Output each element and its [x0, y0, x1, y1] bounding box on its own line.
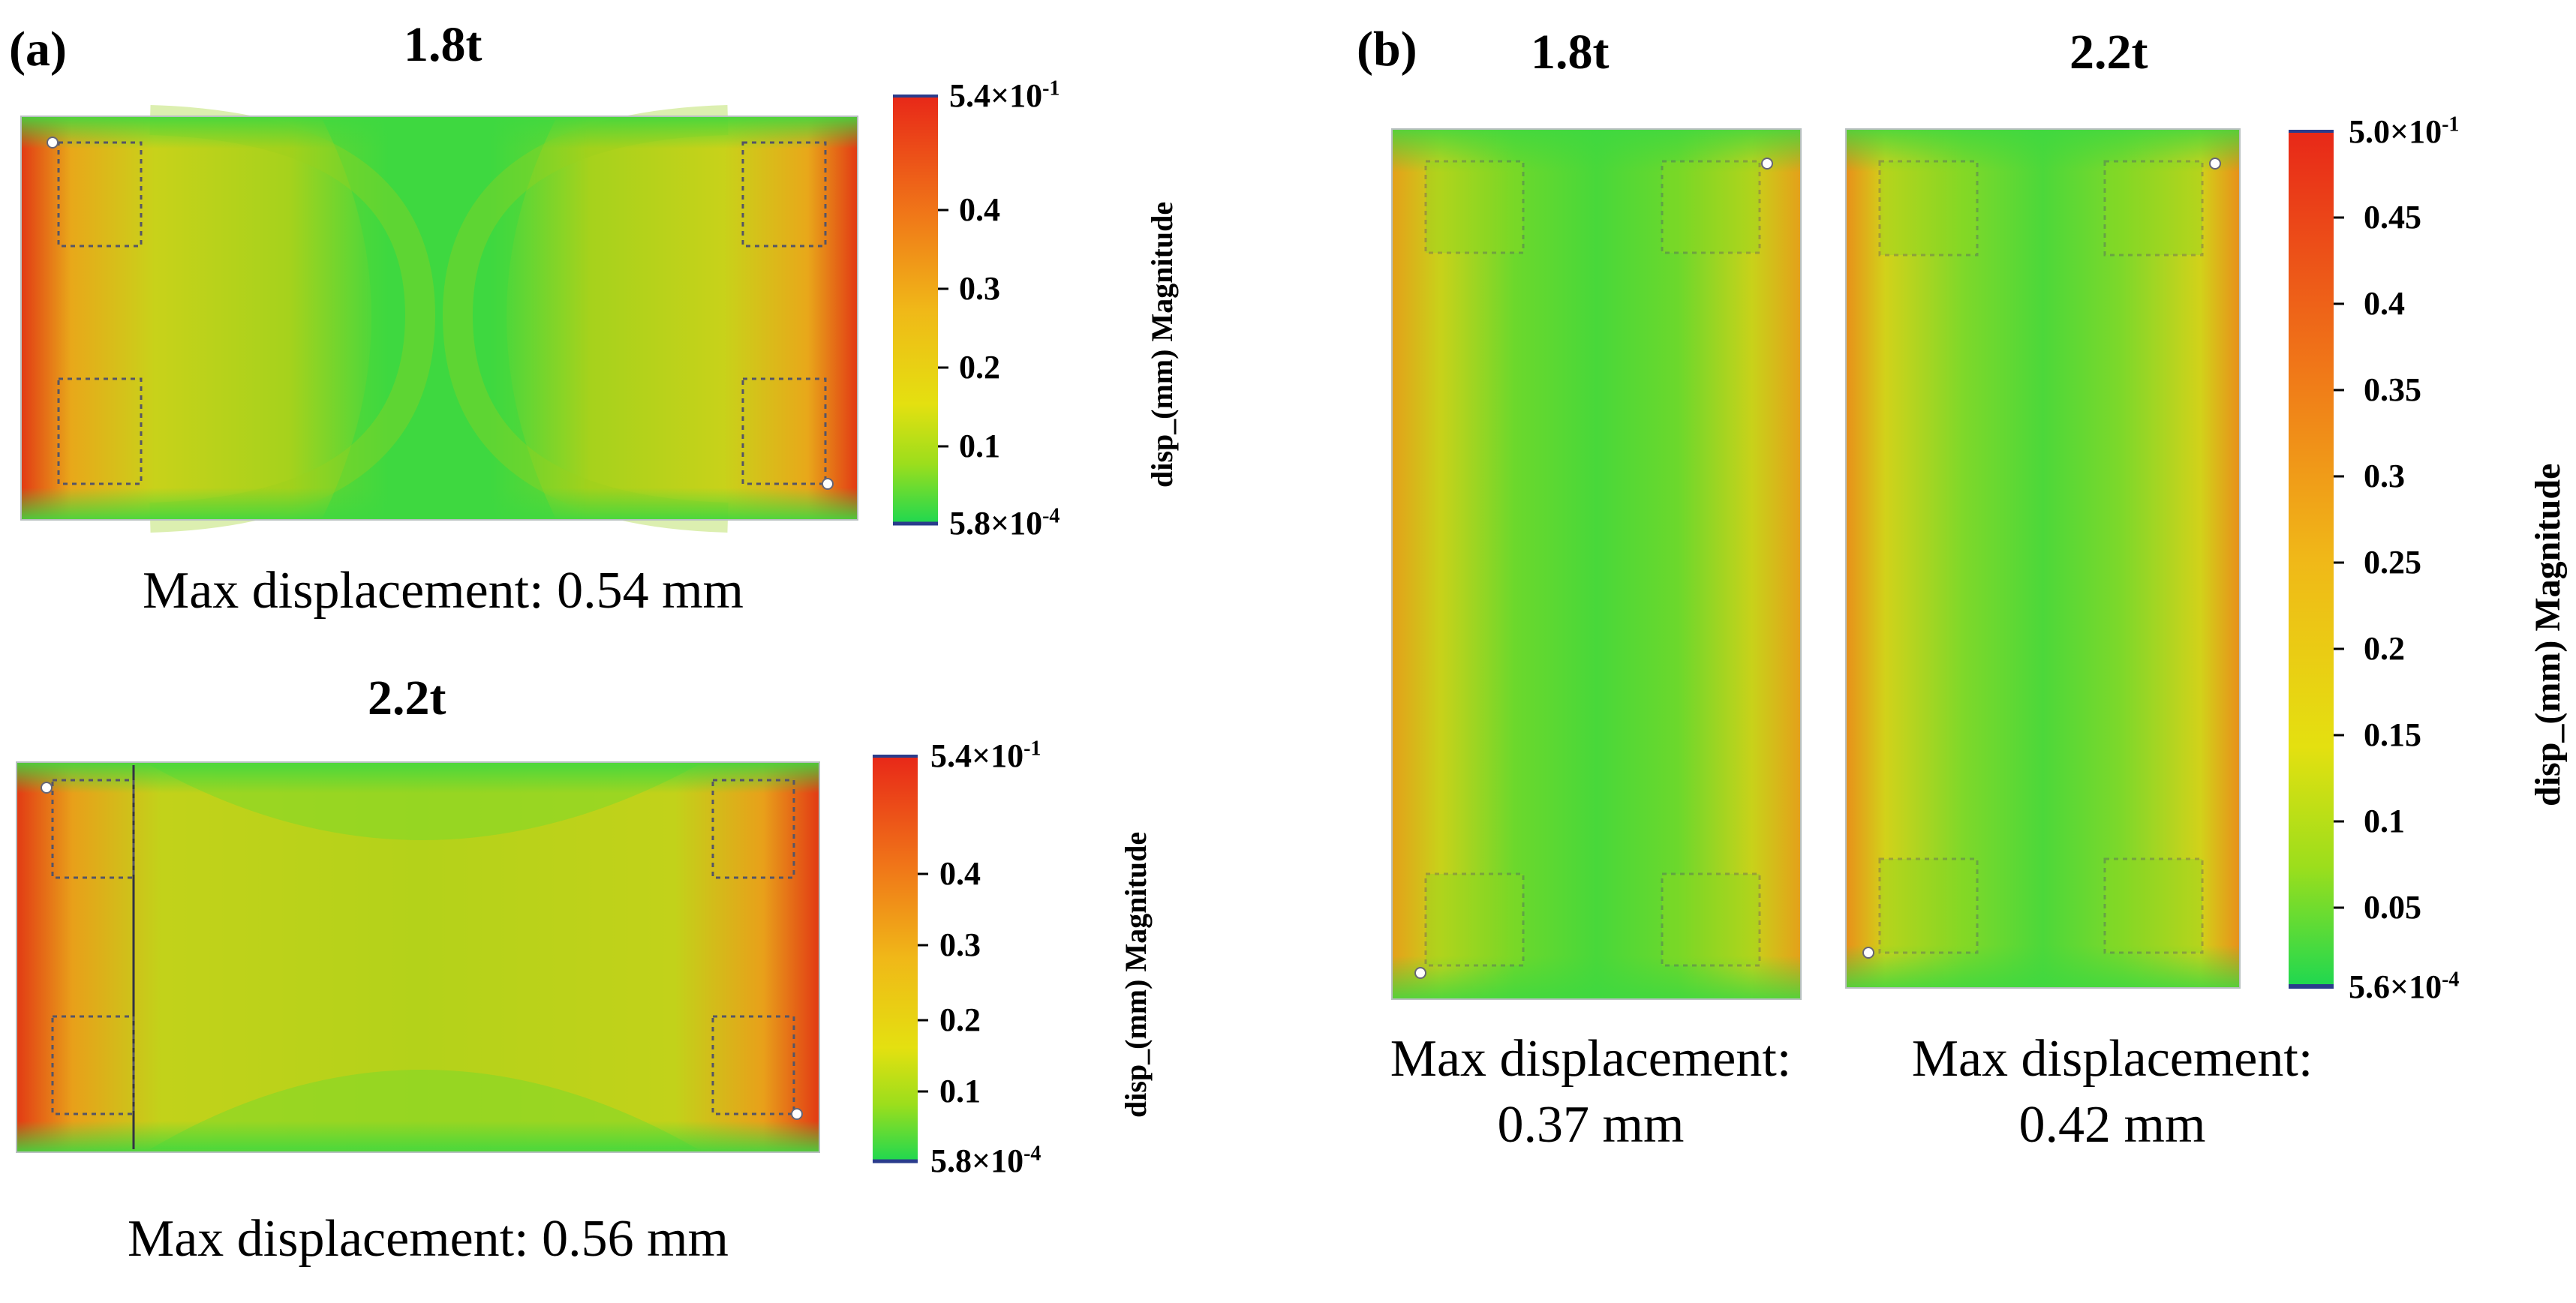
title-b-left: 1.8t — [1531, 25, 1610, 80]
colorbar-b-min: 5.6×10-4 — [2349, 968, 2460, 1005]
title-a-top: 1.8t — [404, 17, 482, 72]
colorbar-b-tick: 0.4 — [2364, 285, 2405, 322]
colorbar-a-top-min: 5.8×10-4 — [949, 504, 1060, 542]
colorbar-a-top-tick: 0.4 — [959, 191, 1000, 228]
title-b-right: 2.2t — [2070, 25, 2148, 80]
colorbar-b-axis-label: disp_(mm) Magnitude — [2528, 463, 2568, 806]
colorbar-a-bottom-min: 5.8×10-4 — [930, 1142, 1042, 1179]
caption-b-left-line1: Max displacement: — [1390, 1030, 1792, 1088]
colorbar-b-tick: 0.3 — [2364, 458, 2405, 494]
colorbar-a-bottom-max: 5.4×10-1 — [930, 737, 1042, 774]
colorbar-a-bottom-tick: 0.4 — [939, 855, 981, 892]
colorbar-a-bottom-bar — [873, 755, 928, 1163]
colorbar-a-top-max: 5.4×10-1 — [949, 77, 1060, 114]
caption-a-bottom: Max displacement: 0.56 mm — [128, 1210, 729, 1268]
colorbar-b-max: 5.0×10-1 — [2349, 113, 2460, 150]
caption-b-left-line2: 0.37 mm — [1497, 1096, 1685, 1154]
colorbar-b-tick: 0.1 — [2364, 803, 2405, 839]
caption-b-right-line1: Max displacement: — [1911, 1030, 2313, 1088]
colorbar-a-top-tick: 0.2 — [959, 349, 1000, 386]
colorbar-a-top-bar — [893, 95, 948, 526]
colorbar-a-top-tick: 0.1 — [959, 428, 1000, 464]
caption-b-right-line2: 0.42 mm — [2018, 1096, 2206, 1154]
colorbar-a-bottom-axis-label: disp_(mm) Magnitude — [1119, 831, 1153, 1118]
colorbar-a-top-tick: 0.3 — [959, 270, 1000, 307]
contour-b-2-2t — [1845, 128, 2241, 989]
colorbar-b-tick: 0.25 — [2364, 544, 2421, 581]
title-a-bottom: 2.2t — [368, 671, 446, 725]
contour-a-2-2t — [16, 761, 820, 1153]
panel-label-b: (b) — [1357, 22, 1417, 77]
colorbar-b-tick: 0.05 — [2364, 889, 2421, 926]
colorbar-a-bottom-tick: 0.1 — [939, 1073, 981, 1109]
colorbar-a-top-axis-label: disp_(mm) Magnitude — [1145, 201, 1179, 488]
colorbar-a-bottom-tick: 0.2 — [939, 1001, 981, 1038]
panel-label-a: (a) — [9, 22, 67, 77]
caption-a-top: Max displacement: 0.54 mm — [143, 562, 744, 620]
colorbar-b-tick: 0.2 — [2364, 630, 2405, 667]
colorbar-b-tick: 0.15 — [2364, 716, 2421, 753]
colorbar-b-tick: 0.45 — [2364, 199, 2421, 236]
contour-a-1-8t — [20, 105, 858, 533]
colorbar-a-bottom-tick: 0.3 — [939, 926, 981, 963]
colorbar-b-tick: 0.35 — [2364, 371, 2421, 408]
colorbar-b-bar — [2289, 130, 2344, 989]
contour-b-1-8t — [1391, 128, 1802, 1000]
